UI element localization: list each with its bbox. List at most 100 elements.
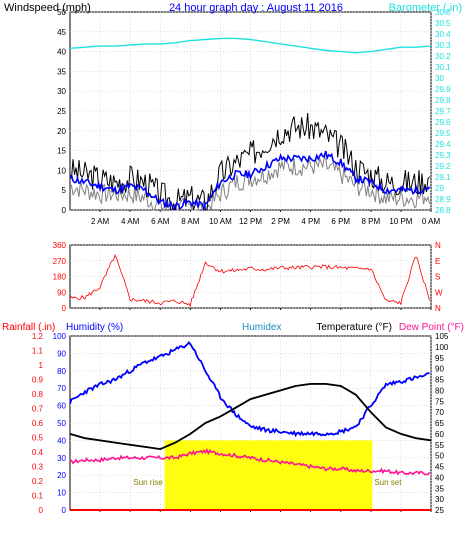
temp-y-tick-label: 40 xyxy=(435,473,444,482)
wind-average-line xyxy=(69,156,430,212)
rain-y-tick-label: 0.2 xyxy=(32,477,44,486)
humidity-y-tick-label: 40 xyxy=(57,436,66,445)
wind-x-tick-label: 6 AM xyxy=(151,217,170,226)
wind-x-tick-label: 4 PM xyxy=(301,217,320,226)
baro-y-tick-label: 29.5 xyxy=(435,129,451,138)
humidity-y-tick-label: 10 xyxy=(57,489,66,498)
baro-y-tick-label: 29.8 xyxy=(435,96,451,105)
temp-y-tick-label: 70 xyxy=(435,408,444,417)
wind-y-tick-label: 0 xyxy=(62,206,67,215)
humidity-y-tick-label: 70 xyxy=(57,384,66,393)
wind-x-tick-label: 10 AM xyxy=(209,217,232,226)
wind-x-tick-label: 0 AM xyxy=(422,217,441,226)
direction-y-tick-label: 90 xyxy=(57,288,66,297)
sun-set-label: Sun set xyxy=(374,478,402,487)
rain-y-tick-label: 0.3 xyxy=(32,463,44,472)
baro-y-tick-label: 30.2 xyxy=(435,52,451,61)
sun-period-band xyxy=(164,440,373,510)
rain-y-tick-label: 0.9 xyxy=(32,376,44,385)
rain-y-tick-label: 0.7 xyxy=(32,405,44,414)
dewpoint-line xyxy=(69,447,431,476)
wind-y-tick-label: 30 xyxy=(57,87,66,96)
temp-y-tick-label: 105 xyxy=(435,332,449,341)
baro-y-tick-label: 30.1 xyxy=(435,63,451,72)
humidity-y-tick-label: 0 xyxy=(62,506,67,515)
temp-y-tick-label: 85 xyxy=(435,376,444,385)
wind-x-tick-label: 2 PM xyxy=(271,217,290,226)
baro-y-tick-label: 30.4 xyxy=(435,30,451,39)
humidity-y-tick-label: 20 xyxy=(57,471,66,480)
temp-y-tick-label: 45 xyxy=(435,463,444,472)
compass-y-tick-label: E xyxy=(435,257,440,266)
wind-y-tick-label: 25 xyxy=(57,107,66,116)
temperature-y-axis-title: Temperature (°F) xyxy=(316,322,392,333)
temp-y-tick-label: 95 xyxy=(435,354,444,363)
temperature-line xyxy=(69,383,432,451)
wind-y-tick-label: 5 xyxy=(62,186,67,195)
baro-y-axis-title: Barometer (.in) xyxy=(389,2,462,14)
wind-x-tick-label: 10 PM xyxy=(389,217,412,226)
temp-y-tick-label: 30 xyxy=(435,495,444,504)
baro-y-tick-label: 29.2 xyxy=(435,162,451,171)
chart-title: 24 hour graph day : August 11 2016 xyxy=(169,2,343,14)
baro-y-tick-label: 30.3 xyxy=(435,41,451,50)
temp-y-tick-label: 60 xyxy=(435,430,444,439)
direction-y-tick-label: 360 xyxy=(53,241,67,250)
barometer-line xyxy=(69,37,432,54)
temp-y-tick-label: 55 xyxy=(435,441,444,450)
compass-y-tick-label: N xyxy=(435,241,441,250)
humidity-y-tick-label: 100 xyxy=(53,332,67,341)
temp-y-tick-label: 50 xyxy=(435,452,444,461)
temp-y-tick-label: 80 xyxy=(435,386,444,395)
humidex-y-axis-title: Humidex xyxy=(242,322,281,333)
baro-y-tick-label: 28.8 xyxy=(435,206,451,215)
temp-y-tick-label: 25 xyxy=(435,506,444,515)
rain-y-tick-label: 0 xyxy=(39,506,44,515)
wind-x-tick-label: 12 PM xyxy=(239,217,262,226)
baro-y-tick-label: 29.7 xyxy=(435,107,451,116)
compass-y-tick-label: S xyxy=(435,273,440,282)
direction-y-tick-label: 270 xyxy=(53,257,67,266)
rain-y-tick-label: 0.6 xyxy=(32,419,44,428)
baro-y-tick-label: 29.6 xyxy=(435,118,451,127)
wind-y-tick-label: 35 xyxy=(57,67,66,76)
baro-y-tick-label: 29 xyxy=(435,184,444,193)
compass-y-tick-label: N xyxy=(435,304,441,313)
humidity-y-tick-label: 80 xyxy=(57,367,66,376)
humidity-y-tick-label: 60 xyxy=(57,402,66,411)
rain-y-tick-label: 0.1 xyxy=(32,492,44,501)
temp-y-tick-label: 65 xyxy=(435,419,444,428)
wind-x-tick-label: 4 AM xyxy=(121,217,140,226)
rain-y-tick-label: 1.2 xyxy=(32,332,44,341)
wind-speed-line xyxy=(69,150,431,212)
wind-y-tick-label: 10 xyxy=(57,166,66,175)
humidity-line xyxy=(69,340,430,438)
humidity-y-tick-label: 30 xyxy=(57,454,66,463)
rain-y-tick-label: 1.1 xyxy=(32,347,44,356)
wind-y-tick-label: 50 xyxy=(57,8,66,17)
baro-y-tick-label: 29.4 xyxy=(435,140,451,149)
baro-y-tick-label: 29.1 xyxy=(435,173,451,182)
rain-y-axis-title: Rainfall (.in) xyxy=(2,322,55,333)
temp-y-tick-label: 35 xyxy=(435,484,444,493)
direction-y-tick-label: 0 xyxy=(62,304,67,313)
compass-y-tick-label: W xyxy=(435,288,443,297)
wind-y-tick-label: 15 xyxy=(57,147,66,156)
baro-y-tick-label: 30.5 xyxy=(435,19,451,28)
wind-y-axis-title: Windspeed (mph) xyxy=(4,2,91,14)
temp-y-tick-label: 90 xyxy=(435,365,444,374)
rain-y-tick-label: 0.8 xyxy=(32,390,44,399)
humidity-y-tick-label: 50 xyxy=(57,419,66,428)
wind-x-tick-label: 8 AM xyxy=(181,217,200,226)
baro-y-tick-label: 28.9 xyxy=(435,195,451,204)
dewpoint-y-axis-title: Dew Point (°F) xyxy=(399,322,464,333)
rain-y-tick-label: 1 xyxy=(39,361,44,370)
wind-x-tick-label: 2 AM xyxy=(91,217,110,226)
wind-y-tick-label: 45 xyxy=(57,28,66,37)
wind-x-tick-label: 8 PM xyxy=(361,217,380,226)
direction-y-tick-label: 180 xyxy=(53,273,67,282)
wind-x-tick-label: 6 PM xyxy=(331,217,350,226)
temp-y-tick-label: 100 xyxy=(435,343,449,352)
baro-y-tick-label: 30 xyxy=(435,74,444,83)
